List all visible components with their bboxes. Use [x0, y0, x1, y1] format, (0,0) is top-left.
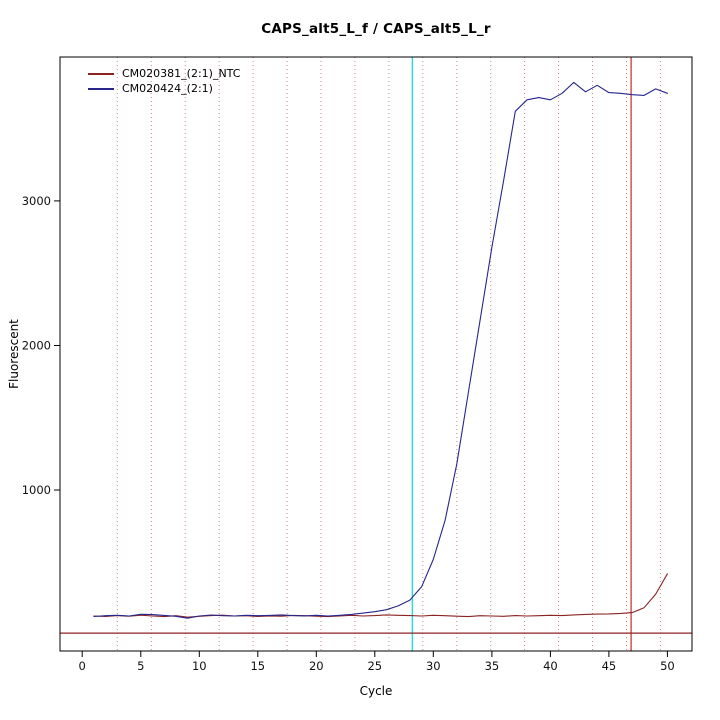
- chart-title: CAPS_alt5_L_f / CAPS_alt5_L_r: [261, 21, 491, 37]
- x-tick-label: 40: [543, 659, 558, 673]
- y-tick-label: 3000: [22, 194, 51, 208]
- x-tick-label: 15: [250, 659, 265, 673]
- x-tick-label: 50: [660, 659, 675, 673]
- legend-line-swatch-sample: [88, 87, 114, 90]
- x-tick-label: 10: [192, 659, 207, 673]
- x-tick-label: 20: [309, 659, 324, 673]
- legend-label-sample: CM020424_(2:1): [122, 82, 213, 95]
- series-line-0: [93, 573, 668, 618]
- x-tick-label: 35: [485, 659, 500, 673]
- x-tick-label: 45: [602, 659, 617, 673]
- plot-box: [59, 56, 693, 652]
- legend-item-ntc: CM020381_(2:1)_NTC: [88, 66, 240, 81]
- x-tick-label: 25: [367, 659, 382, 673]
- y-tick-label: 2000: [22, 339, 51, 353]
- x-tick-label: 30: [426, 659, 441, 673]
- x-tick-label: 0: [79, 659, 86, 673]
- legend-item-sample: CM020424_(2:1): [88, 81, 240, 96]
- y-tick-label: 1000: [22, 483, 51, 497]
- legend-line-swatch-ntc: [88, 72, 114, 75]
- legend-label-ntc: CM020381_(2:1)_NTC: [122, 67, 241, 80]
- x-tick-label: 5: [137, 659, 144, 673]
- y-axis-label: Fluorescent: [7, 319, 21, 389]
- x-axis-label: Cycle: [359, 684, 393, 698]
- legend: CM020381_(2:1)_NTC CM020424_(2:1): [88, 66, 240, 96]
- series-line-1: [93, 81, 668, 619]
